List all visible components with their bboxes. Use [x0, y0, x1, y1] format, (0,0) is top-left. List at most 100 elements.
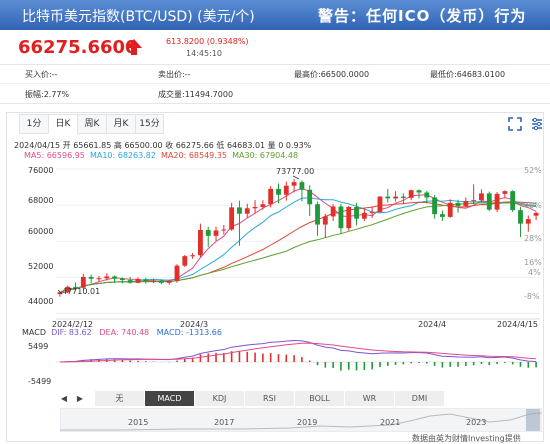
fullscreen-icon[interactable]	[508, 117, 522, 131]
candle-body	[416, 190, 422, 193]
y-tick-left: 44000	[28, 297, 54, 306]
tab-weekly[interactable]: 周K	[77, 114, 106, 134]
candle-body	[65, 286, 71, 293]
candle-body	[80, 276, 86, 288]
macd-top-tick: 5499	[28, 342, 49, 351]
candle-body	[518, 210, 523, 224]
candle-body	[190, 255, 196, 257]
candle-body	[346, 206, 352, 229]
ma-legend: MA5: 66596.95 MA10: 68263.82 MA20: 68549…	[24, 151, 298, 160]
candle-body	[252, 206, 258, 209]
indicator-dmi[interactable]: DMI	[395, 391, 445, 406]
candle-body	[104, 276, 110, 279]
tab-monthly[interactable]: 月K	[106, 114, 135, 134]
candle-body	[385, 196, 391, 199]
candle-body	[408, 190, 414, 198]
candle-body	[338, 206, 344, 229]
candle-body	[221, 229, 227, 231]
candle-body	[197, 229, 203, 256]
high-marker	[292, 175, 300, 180]
candle-body	[322, 216, 328, 225]
indicator-kdj[interactable]: KDJ	[195, 391, 245, 406]
y-tick-right: 4%	[528, 268, 541, 277]
y-tick-right: 16%	[524, 258, 542, 267]
ohlc-legend: 2024/04/15 开 65661.85 高 66500.00 收 66275…	[14, 141, 312, 150]
ma5-label: MA5: 66596.95	[24, 151, 85, 160]
candle-body	[354, 206, 359, 219]
macd-bottom-tick: -5499	[28, 377, 52, 386]
year-label: 2021	[380, 418, 401, 427]
ma30-label: MA30: 67904.48	[232, 151, 299, 160]
dif-label: DIF: 83.62	[51, 328, 92, 337]
candle-body	[213, 230, 219, 236]
candle-body	[127, 280, 133, 283]
y-tick-left: 76000	[28, 166, 54, 175]
candle-body	[237, 207, 242, 214]
candle-body	[424, 192, 430, 198]
candle-body	[400, 196, 406, 198]
high-price: 最高价:66500.0000	[294, 70, 370, 79]
low-annotation: 47710.01	[62, 287, 101, 296]
candle-body	[158, 280, 164, 283]
quote-time: 14:45:10	[186, 49, 222, 58]
candle-body	[455, 202, 461, 207]
data-source: 数据由英为财情Investing提供	[412, 434, 521, 443]
candle-body	[119, 278, 125, 281]
y-tick-right: 40%	[524, 201, 542, 210]
macd-value: MACD: -1313.66	[156, 328, 222, 337]
candle-body	[166, 280, 172, 283]
ma10-line	[59, 197, 537, 293]
settings-icon[interactable]	[530, 117, 544, 131]
candle-body	[533, 212, 539, 216]
candle-body	[151, 280, 157, 282]
candle-body	[432, 197, 438, 215]
candle-body	[369, 211, 375, 213]
candle-body	[88, 276, 94, 279]
stats-panel: 买入价:-- 卖出价:-- 最高价:66500.0000 最低价:64683.0…	[0, 64, 550, 104]
period-tabs: 1分 日K 周K 月K 15分	[19, 114, 164, 136]
year-label: 2015	[128, 418, 149, 427]
candle-body	[73, 286, 78, 288]
candle-body	[299, 182, 305, 190]
y-tick-left: 68000	[28, 196, 54, 205]
candle-body	[283, 185, 289, 195]
warning-banner: 警告：任何ICO（发币）行为	[318, 7, 527, 25]
indicator-macd[interactable]: MACD	[145, 391, 195, 406]
low-price: 最低价:64683.0100	[430, 70, 506, 79]
indicator-bar: 无 MACD KDJ RSI BOLL WR DMI	[95, 391, 445, 407]
scroll-right-icon[interactable]: ▶	[76, 394, 84, 403]
candle-body	[174, 265, 180, 281]
amplitude: 振幅:2.77%	[25, 90, 70, 99]
candle-body	[361, 212, 367, 219]
candle-body	[182, 256, 188, 266]
indicator-none[interactable]: 无	[95, 391, 145, 406]
indicator-rsi[interactable]: RSI	[245, 391, 295, 406]
macd-legend: MACD DIF: 83.62 DEA: 740.48 MACD: -1313.…	[22, 328, 222, 337]
chart-panel	[6, 112, 544, 442]
candle-body	[291, 182, 297, 186]
candle-body	[112, 276, 117, 279]
dea-label: DEA: 740.48	[99, 328, 150, 337]
indicator-wr[interactable]: WR	[345, 391, 395, 406]
y-tick-right: -8%	[524, 292, 540, 301]
scroll-left-icon[interactable]: ◀	[60, 394, 68, 403]
candle-body	[471, 200, 477, 202]
candle-body	[510, 191, 516, 211]
candle-body	[315, 204, 320, 225]
candle-body	[268, 188, 274, 205]
candle-body	[135, 279, 141, 283]
candle-body	[502, 191, 508, 194]
low-marker	[57, 289, 63, 295]
tab-daily[interactable]: 日K	[48, 114, 77, 134]
candle-body	[393, 196, 399, 199]
indicator-boll[interactable]: BOLL	[295, 391, 345, 406]
x-tick-label: 2024/3	[180, 320, 209, 329]
candle-body	[486, 193, 492, 210]
tab-15min[interactable]: 15分	[135, 114, 164, 134]
y-tick-right: 52%	[524, 166, 542, 175]
history-navigator[interactable]	[60, 408, 542, 432]
tab-1min[interactable]: 1分	[19, 114, 48, 134]
candle-body	[260, 204, 266, 207]
candle-body	[377, 196, 383, 212]
x-tick-label: 2024/4/15	[497, 320, 539, 329]
